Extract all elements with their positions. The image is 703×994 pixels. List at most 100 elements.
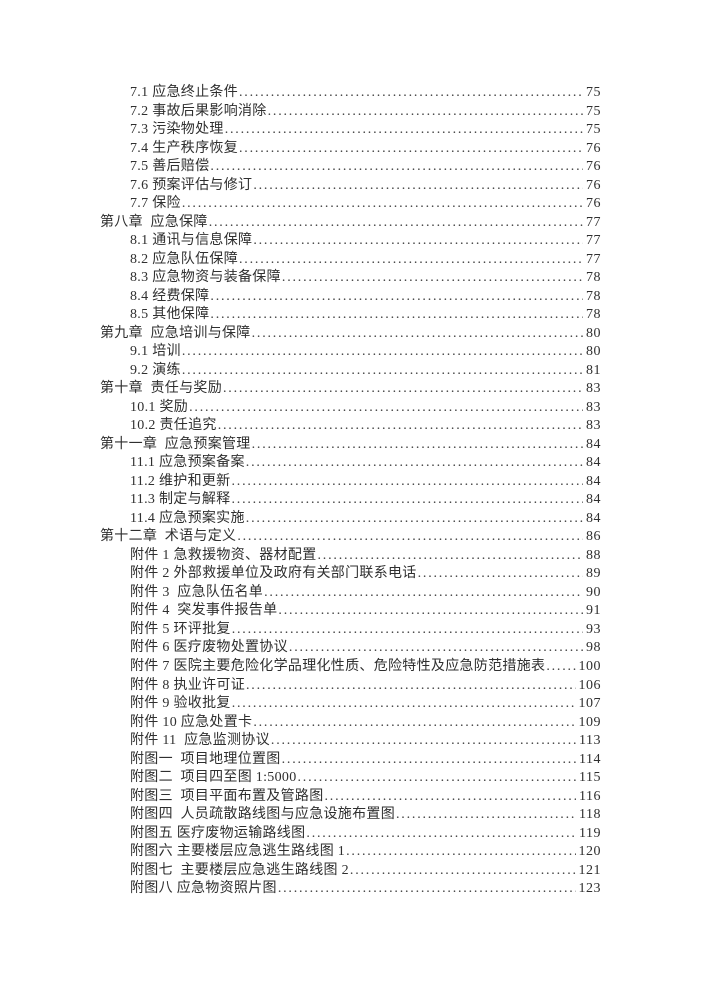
toc-entry: 附件 9 验收批复 107 xyxy=(100,695,601,714)
page-number: 86 xyxy=(586,529,601,545)
dot-leader xyxy=(246,677,576,696)
page-number: 83 xyxy=(586,399,601,415)
page-number: 107 xyxy=(578,696,601,712)
dot-leader xyxy=(253,232,583,251)
page-number: 81 xyxy=(586,362,601,378)
toc-entry: 附图七 主要楼层应急逃生路线图 2 121 xyxy=(100,862,601,881)
toc-entry-label: 11.4 应急预案实施 xyxy=(130,510,245,526)
dot-leader xyxy=(223,380,583,399)
page-number: 120 xyxy=(578,844,601,860)
dot-leader xyxy=(209,214,583,233)
toc-entry-label: 8.2 应急队伍保障 xyxy=(130,251,238,267)
toc-entry-label: 附图三 项目平面布置及管路图 xyxy=(130,788,324,804)
toc-entry-label: 第十章 责任与奖励 xyxy=(100,381,222,397)
dot-leader xyxy=(231,473,583,492)
dot-leader xyxy=(225,121,583,140)
toc-entry: 11.4 应急预案实施 84 xyxy=(100,510,601,529)
dot-leader xyxy=(318,547,584,566)
toc-entry-label: 附件 8 执业许可证 xyxy=(130,677,245,693)
dot-leader xyxy=(232,621,583,640)
page-number: 76 xyxy=(586,196,601,212)
toc-entry-label: 9.1 培训 xyxy=(130,344,181,360)
dot-leader xyxy=(306,825,576,844)
toc-entry: 附件 5 环评批复 93 xyxy=(100,621,601,640)
toc-entry: 附图三 项目平面布置及管路图 116 xyxy=(100,788,601,807)
toc-entry-label: 附件 10 应急处置卡 xyxy=(130,714,253,730)
toc-entry-label: 8.3 应急物资与装备保障 xyxy=(130,270,281,286)
dot-leader xyxy=(189,399,583,418)
toc-entry-label: 8.4 经费保障 xyxy=(130,288,210,304)
dot-leader xyxy=(346,843,575,862)
toc-entry-label: 附件 3 应急队伍名单 xyxy=(130,584,264,600)
toc-entry-label: 附件 1 急救援物资、器材配置 xyxy=(130,547,317,563)
page-number: 89 xyxy=(586,566,601,582)
toc-entry: 附图一 项目地理位置图 114 xyxy=(100,751,601,770)
toc-entry-label: 第九章 应急培训与保障 xyxy=(100,325,251,341)
page-number: 98 xyxy=(586,640,601,656)
dot-leader xyxy=(289,639,583,658)
page-number: 118 xyxy=(579,807,601,823)
dot-leader xyxy=(271,732,576,751)
toc-entry-label: 10.2 责任追究 xyxy=(130,418,217,434)
toc-entry-label: 7.6 预案评估与修订 xyxy=(130,177,253,193)
page-number: 114 xyxy=(579,751,601,767)
toc-entry: 附件 10 应急处置卡 109 xyxy=(100,714,601,733)
toc-entry: 7.1 应急终止条件 75 xyxy=(100,84,601,103)
dot-leader xyxy=(278,880,576,899)
toc-entry-label: 11.2 维护和更新 xyxy=(130,473,231,489)
toc-entry: 第九章 应急培训与保障 80 xyxy=(100,325,601,344)
toc-entry: 第十一章 应急预案管理 84 xyxy=(100,436,601,455)
page-number: 106 xyxy=(578,677,601,693)
dot-leader xyxy=(418,565,583,584)
toc-entry: 附图五 医疗废物运输路线图 119 xyxy=(100,825,601,844)
dot-leader xyxy=(210,288,583,307)
toc-entry: 第八章 应急保障 77 xyxy=(100,214,601,233)
dot-leader xyxy=(232,695,576,714)
dot-leader xyxy=(210,158,583,177)
dot-leader xyxy=(218,417,583,436)
dot-leader xyxy=(546,658,575,677)
toc-entry-label: 7.2 事故后果影响消除 xyxy=(130,103,267,119)
dot-leader xyxy=(182,195,583,214)
toc-entry-label: 第十二章 术语与定义 xyxy=(100,529,237,545)
page-number: 75 xyxy=(586,85,601,100)
dot-leader xyxy=(237,528,583,547)
toc-entry: 10.1 奖励 83 xyxy=(100,399,601,418)
toc-entry-label: 第十一章 应急预案管理 xyxy=(100,436,251,452)
page-number: 116 xyxy=(579,788,601,804)
toc-entry: 7.3 污染物处理 75 xyxy=(100,121,601,140)
toc-entry-label: 附图五 医疗废物运输路线图 xyxy=(130,825,306,841)
toc-entry-label: 附件 11 应急监测协议 xyxy=(130,733,270,749)
page-number: 78 xyxy=(586,288,601,304)
toc-entry: 8.4 经费保障 78 xyxy=(100,288,601,307)
table-of-contents: 7.1 应急终止条件 75 7.2 事故后果影响消除 75 7.3 污染物处理 75 7.4… xyxy=(100,84,601,899)
page-number: 90 xyxy=(586,584,601,600)
page-number: 76 xyxy=(586,177,601,193)
page-number: 113 xyxy=(579,733,601,749)
page-number: 80 xyxy=(586,325,601,341)
toc-entry: 11.3 制定与解释 84 xyxy=(100,491,601,510)
page-number: 83 xyxy=(586,418,601,434)
toc-entry: 7.6 预案评估与修订 76 xyxy=(100,177,601,196)
toc-entry: 8.3 应急物资与装备保障 78 xyxy=(100,269,601,288)
toc-entry-label: 附件 7 医院主要危险化学品理化性质、危险特性及应急防范措施表 xyxy=(130,658,546,674)
toc-entry-label: 7.4 生产秩序恢复 xyxy=(130,140,238,156)
toc-entry: 10.2 责任追究 83 xyxy=(100,417,601,436)
page-number: 84 xyxy=(586,455,601,471)
page-number: 121 xyxy=(578,862,601,878)
toc-entry-label: 附件 9 验收批复 xyxy=(130,696,231,712)
page-number: 76 xyxy=(586,140,601,156)
toc-entry: 第十二章 术语与定义 86 xyxy=(100,528,601,547)
toc-entry-label: 8.5 其他保障 xyxy=(130,307,210,323)
toc-entry: 7.7 保险 76 xyxy=(100,195,601,214)
dot-leader xyxy=(252,436,583,455)
toc-entry-label: 9.2 演练 xyxy=(130,362,181,378)
toc-entry-label: 10.1 奖励 xyxy=(130,399,189,415)
toc-entry: 附图六 主要楼层应急逃生路线图 1 120 xyxy=(100,843,601,862)
dot-leader xyxy=(210,306,583,325)
page-number: 93 xyxy=(586,621,601,637)
dot-leader xyxy=(239,140,583,159)
dot-leader xyxy=(246,454,583,473)
page-number: 91 xyxy=(586,603,601,619)
